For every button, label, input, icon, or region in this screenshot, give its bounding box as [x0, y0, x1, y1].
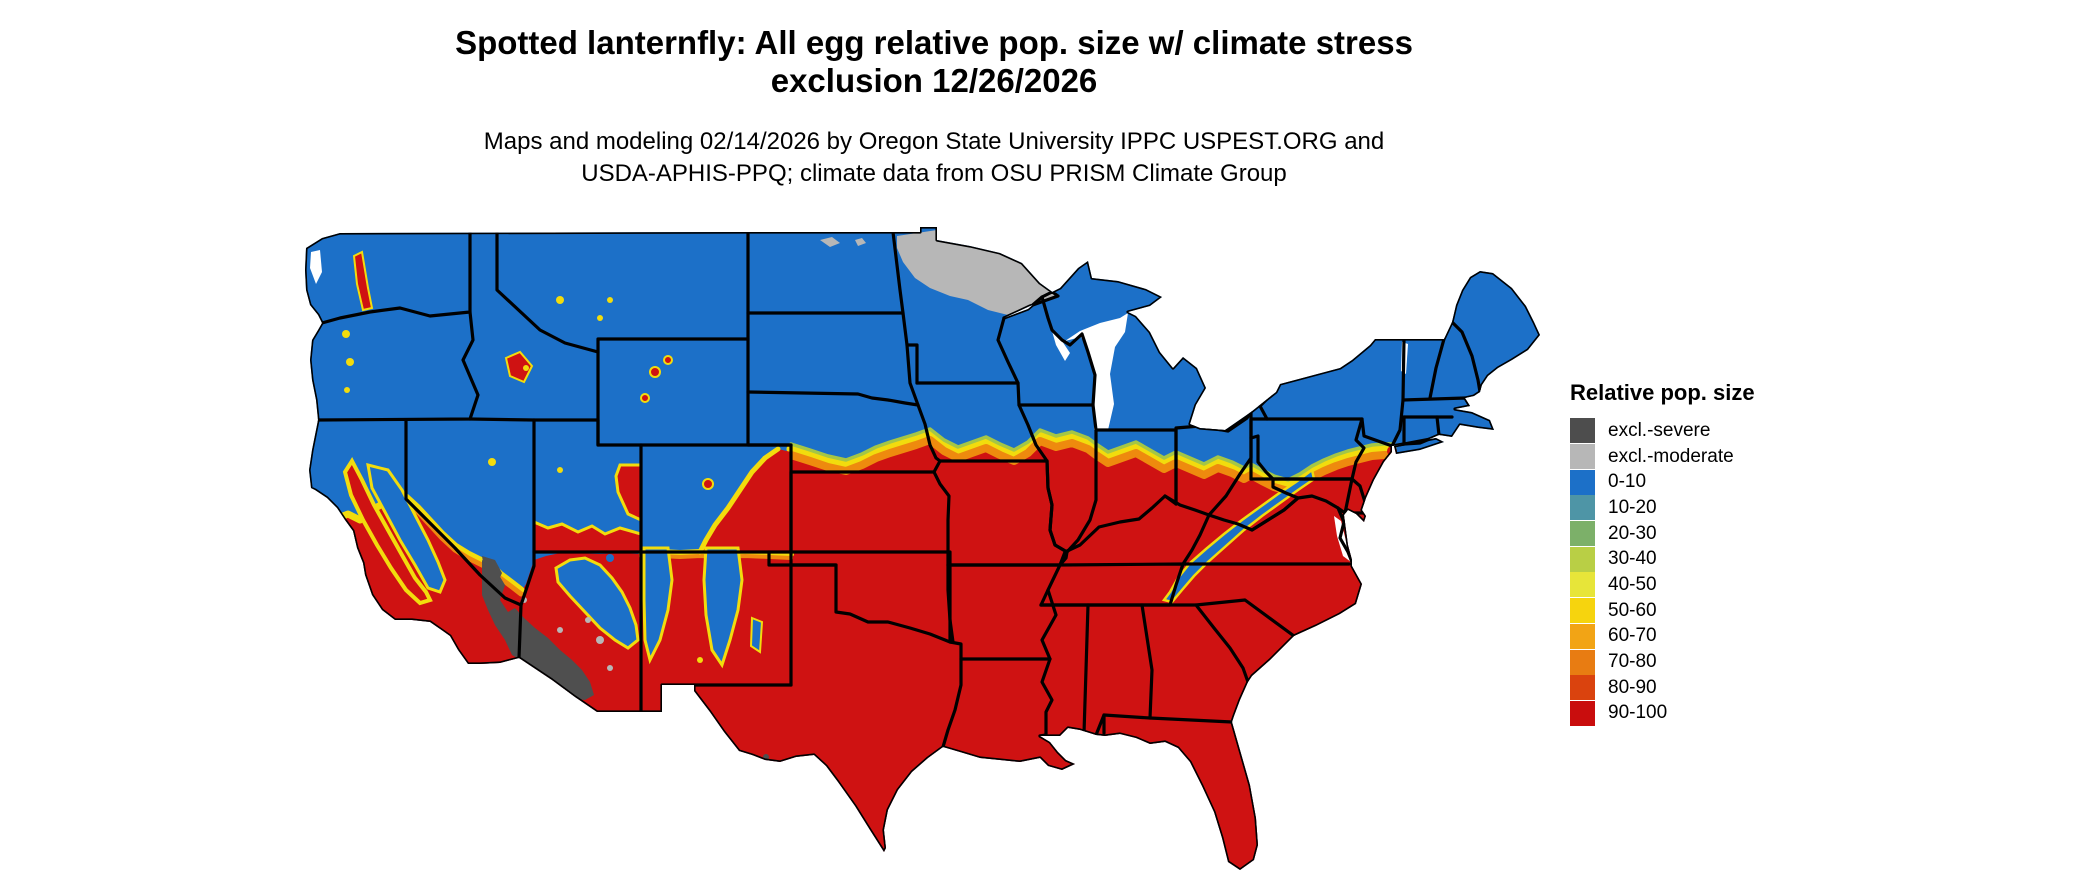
- legend: Relative pop. size excl.-severe excl.-mod…: [1570, 380, 1755, 726]
- chart-header: Spotted lanternfly: All egg relative pop…: [334, 24, 1534, 190]
- legend-item: 40-50: [1570, 572, 1755, 598]
- page-subtitle-line2: USDA-APHIS-PPQ; climate data from OSU PR…: [581, 160, 1287, 187]
- legend-item: excl.-severe: [1570, 418, 1755, 444]
- map-region-appalachian-blue: [1161, 467, 1316, 604]
- map-region-excl-severe-arizona: [482, 556, 769, 760]
- legend-swatch: [1570, 418, 1595, 444]
- legend-item: 80-90: [1570, 675, 1755, 701]
- legend-swatch: [1570, 649, 1595, 675]
- legend-swatch: [1570, 623, 1595, 649]
- legend-title: Relative pop. size: [1570, 380, 1755, 405]
- legend-item: 60-70: [1570, 623, 1755, 650]
- map-region-excl-moderate-minnesota: [820, 230, 1056, 315]
- legend-label: 40-50: [1608, 573, 1657, 595]
- legend-label: 70-80: [1608, 651, 1657, 673]
- legend-label: 90-100: [1608, 702, 1668, 724]
- map-region-arizona-highlands-blue: [554, 554, 640, 650]
- legend-label: 0-10: [1608, 471, 1647, 493]
- map-region-new-mexico-blue: [642, 546, 764, 669]
- legend-swatch: [1570, 469, 1595, 495]
- legend-swatch: [1570, 521, 1595, 547]
- legend-swatch: [1570, 546, 1595, 572]
- legend-label: excl.-severe: [1608, 419, 1711, 441]
- legend-swatch: [1570, 572, 1595, 598]
- legend-swatch: [1570, 675, 1595, 701]
- legend-items: excl.-severe excl.-moderate 0-10 10-20 20-30…: [1570, 418, 1755, 726]
- legend-item: 30-40: [1570, 546, 1755, 572]
- legend-label: 20-30: [1608, 522, 1657, 544]
- legend-swatch: [1570, 598, 1595, 624]
- legend-item: 90-100: [1570, 700, 1755, 727]
- legend-item: 10-20: [1570, 495, 1755, 521]
- legend-label: 60-70: [1608, 625, 1657, 647]
- legend-label: excl.-moderate: [1608, 445, 1734, 467]
- legend-item: 0-10: [1570, 469, 1755, 495]
- page-subtitle-line1: Maps and modeling 02/14/2026 by Oregon S…: [483, 128, 1385, 155]
- legend-swatch: [1570, 495, 1595, 521]
- legend-label: 80-90: [1608, 676, 1657, 698]
- legend-label: 30-40: [1608, 548, 1657, 570]
- legend-swatch: [1570, 700, 1595, 726]
- map-region-california: [342, 457, 447, 606]
- legend-label: 50-60: [1608, 599, 1657, 621]
- legend-item: 70-80: [1570, 649, 1755, 675]
- map-region-colorado-plains-red: [697, 446, 791, 555]
- legend-label: 10-20: [1608, 496, 1657, 518]
- page-title-line1: Spotted lanternfly: All egg relative pop…: [455, 24, 1413, 61]
- page-title-line2: exclusion 12/26/2026: [770, 62, 1098, 99]
- state-borders: [305, 227, 1540, 870]
- legend-item: 50-60: [1570, 598, 1755, 624]
- legend-swatch: [1570, 444, 1595, 470]
- legend-item: 20-30: [1570, 521, 1755, 547]
- legend-item: excl.-moderate: [1570, 444, 1755, 470]
